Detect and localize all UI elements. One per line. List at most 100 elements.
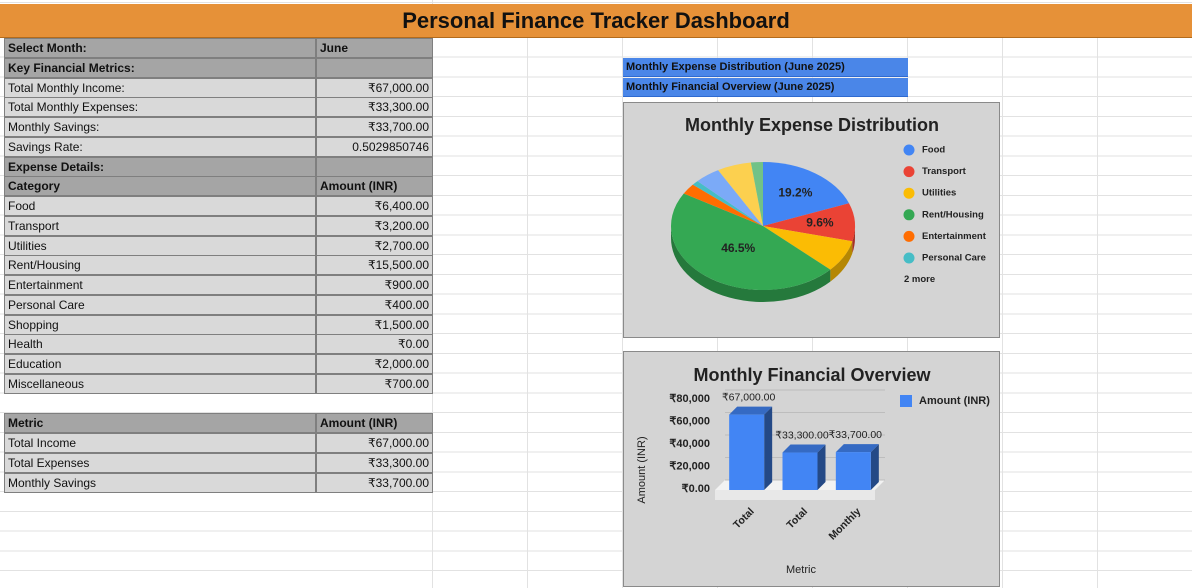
cell[interactable]: ₹67,000.00 xyxy=(316,433,433,453)
cell[interactable]: Monthly Savings xyxy=(4,472,316,493)
y-axis-title: Amount (INR) xyxy=(636,436,648,503)
legend-swatch xyxy=(903,252,915,264)
data-label: ₹33,300.00 xyxy=(775,429,829,441)
pie-slice: Miscellaneous xyxy=(750,162,763,226)
cell[interactable]: Health xyxy=(4,334,316,355)
cell[interactable] xyxy=(316,57,433,78)
cell[interactable]: 0.5029850746 xyxy=(316,136,433,157)
cell[interactable]: Transport xyxy=(4,215,316,236)
chart-title: Monthly Financial Overview xyxy=(693,365,931,385)
cell[interactable]: ₹33,300.00 xyxy=(316,97,433,118)
y-tick-label: ₹20,000 xyxy=(669,460,710,472)
cell[interactable]: ₹3,200.00 xyxy=(316,215,433,236)
y-tick-label: ₹0.00 xyxy=(682,483,710,495)
bar xyxy=(782,452,818,490)
legend-swatch xyxy=(900,395,912,407)
cell[interactable]: ₹400.00 xyxy=(316,294,433,315)
pie-slice xyxy=(670,193,831,291)
pie-slice: Shopping xyxy=(697,170,763,226)
cell[interactable]: ₹33,700.00 xyxy=(316,117,433,137)
bar-side xyxy=(817,444,826,490)
legend-label: Rent/Housing xyxy=(922,209,984,220)
cell[interactable]: ₹900.00 xyxy=(316,275,433,295)
legend-label: Transport xyxy=(922,166,967,177)
cell[interactable]: Total Monthly Expenses: xyxy=(4,97,316,118)
legend-more: 2 more xyxy=(904,274,935,285)
cell[interactable]: Food xyxy=(4,196,316,216)
bar xyxy=(729,414,765,490)
cell[interactable]: ₹33,700.00 xyxy=(316,472,433,493)
data-label: ₹67,000.00 xyxy=(722,391,776,403)
legend-label: Utilities xyxy=(922,188,956,199)
bar-side xyxy=(764,406,773,490)
cell[interactable]: ₹700.00 xyxy=(316,373,433,394)
data-label: 19.2% xyxy=(778,186,812,200)
cell[interactable]: Rent/Housing xyxy=(4,255,316,276)
cell[interactable]: Category xyxy=(4,176,316,197)
legend-swatch xyxy=(903,230,915,242)
legend-swatch xyxy=(903,187,915,199)
cell[interactable]: Amount (INR) xyxy=(316,413,433,434)
cell[interactable]: Metric xyxy=(4,413,316,434)
cell[interactable]: Total Income xyxy=(4,433,316,453)
legend-swatch xyxy=(903,209,915,221)
chart-link[interactable]: Monthly Expense Distribution (June 2025) xyxy=(623,58,908,77)
chart-link[interactable]: Monthly Financial Overview (June 2025) xyxy=(623,78,908,97)
legend-label: Personal Care xyxy=(922,253,986,264)
cell[interactable]: ₹1,500.00 xyxy=(316,314,433,335)
cell[interactable]: ₹67,000.00 xyxy=(316,77,433,98)
y-tick-label: ₹40,000 xyxy=(669,438,710,450)
plot-floor-edge xyxy=(715,490,875,500)
cell[interactable]: Total Expenses xyxy=(4,452,316,473)
pie-slice xyxy=(683,184,763,226)
pie-slice xyxy=(763,162,849,226)
cell[interactable]: Education xyxy=(4,354,316,374)
bar-top xyxy=(835,444,879,453)
cell[interactable]: ₹33,300.00 xyxy=(316,452,433,473)
bar-side xyxy=(870,444,879,490)
pie-slice xyxy=(763,203,856,242)
cell[interactable]: ₹2,000.00 xyxy=(316,354,433,374)
legend-swatch xyxy=(903,144,915,156)
cell[interactable]: ₹0.00 xyxy=(316,334,433,355)
cell[interactable]: Miscellaneous xyxy=(4,373,316,394)
cell[interactable] xyxy=(316,156,433,177)
pie-side xyxy=(852,226,855,254)
pie-side xyxy=(671,226,831,303)
data-label: ₹33,700.00 xyxy=(829,429,883,441)
cell[interactable]: June xyxy=(316,38,433,58)
cell[interactable]: Expense Details: xyxy=(4,156,316,177)
bar xyxy=(835,452,871,490)
pie-side xyxy=(830,241,853,282)
cell[interactable]: Savings Rate: xyxy=(4,136,316,157)
pie-slice xyxy=(692,181,763,226)
cell[interactable]: Shopping xyxy=(4,314,316,335)
cell[interactable]: Personal Care xyxy=(4,294,316,315)
dashboard-title: Personal Finance Tracker Dashboard xyxy=(0,4,1192,38)
cell[interactable]: ₹2,700.00 xyxy=(316,235,433,256)
cell[interactable]: ₹6,400.00 xyxy=(316,196,433,216)
cell[interactable]: Entertainment xyxy=(4,275,316,295)
cell[interactable]: Amount (INR) xyxy=(316,176,433,197)
x-axis-title: Metric xyxy=(786,564,816,576)
cell[interactable]: Monthly Savings: xyxy=(4,117,316,137)
cell[interactable]: Utilities xyxy=(4,235,316,256)
cell[interactable]: ₹15,500.00 xyxy=(316,255,433,276)
y-tick-label: ₹60,000 xyxy=(669,415,710,427)
legend-label: Amount (INR) xyxy=(919,395,990,407)
pie-slice: Education xyxy=(718,162,763,226)
chart-title: Monthly Expense Distribution xyxy=(685,115,939,135)
bar-top xyxy=(782,444,826,453)
data-label: 9.6% xyxy=(806,216,834,230)
cell[interactable]: Select Month: xyxy=(4,38,316,58)
legend-swatch xyxy=(903,166,915,178)
data-label: 46.5% xyxy=(721,241,755,255)
cell[interactable]: Total Monthly Income: xyxy=(4,77,316,98)
bar-top xyxy=(729,406,773,415)
y-tick-label: ₹80,000 xyxy=(669,393,710,405)
pie-slice xyxy=(763,226,853,270)
cell[interactable]: Key Financial Metrics: xyxy=(4,57,316,78)
